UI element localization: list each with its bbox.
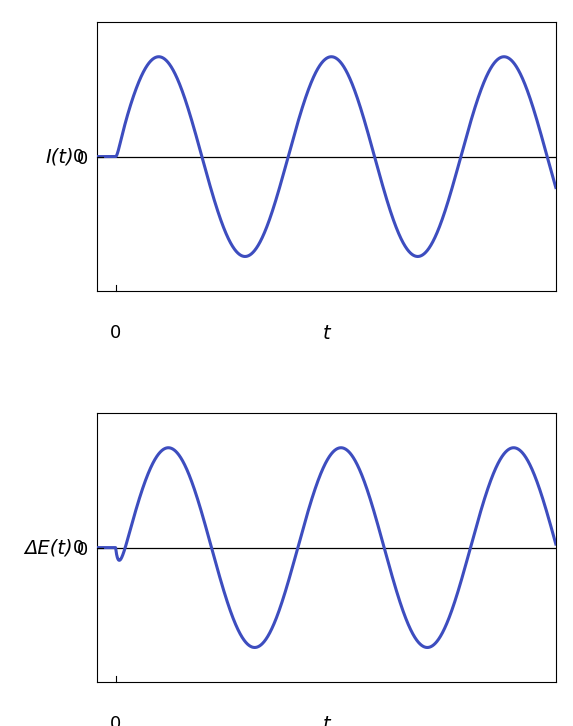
Text: 0: 0 [72,539,84,557]
Y-axis label: ΔE(t): ΔE(t) [24,538,73,557]
Text: 0: 0 [110,715,121,726]
Text: 0: 0 [110,324,121,342]
Y-axis label: I(t): I(t) [45,147,74,166]
Text: t: t [323,715,331,726]
Text: 0: 0 [72,147,84,166]
Text: t: t [323,324,331,343]
